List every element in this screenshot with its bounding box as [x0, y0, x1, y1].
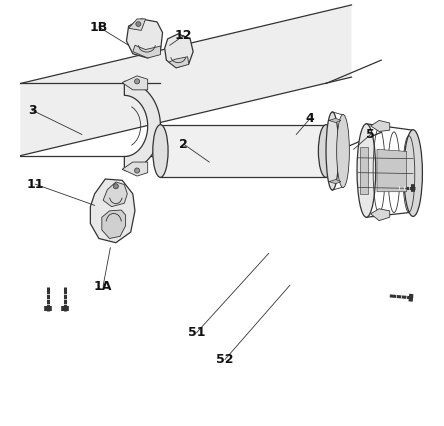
- Polygon shape: [371, 209, 390, 221]
- Text: 5: 5: [366, 128, 375, 141]
- Polygon shape: [160, 125, 326, 177]
- Polygon shape: [20, 5, 352, 155]
- Polygon shape: [103, 182, 127, 207]
- Ellipse shape: [135, 79, 139, 84]
- Polygon shape: [329, 179, 341, 184]
- Text: 1A: 1A: [94, 279, 112, 293]
- Text: 3: 3: [28, 104, 36, 117]
- Text: 4: 4: [305, 112, 314, 125]
- Polygon shape: [377, 149, 407, 192]
- Ellipse shape: [113, 184, 119, 189]
- Ellipse shape: [136, 22, 141, 26]
- Ellipse shape: [135, 168, 139, 173]
- Ellipse shape: [357, 124, 376, 217]
- Ellipse shape: [337, 115, 349, 187]
- Polygon shape: [329, 118, 341, 123]
- Text: 51: 51: [188, 326, 205, 339]
- Polygon shape: [124, 81, 160, 170]
- Polygon shape: [169, 57, 189, 68]
- Text: 2: 2: [179, 138, 188, 151]
- Polygon shape: [91, 179, 135, 243]
- Text: 11: 11: [27, 178, 44, 190]
- Polygon shape: [371, 121, 390, 132]
- Text: 12: 12: [175, 29, 193, 42]
- Polygon shape: [133, 45, 160, 58]
- Ellipse shape: [153, 125, 168, 177]
- Polygon shape: [122, 162, 148, 176]
- Polygon shape: [360, 147, 369, 194]
- Ellipse shape: [326, 112, 339, 190]
- Polygon shape: [102, 210, 126, 239]
- Text: 1B: 1B: [90, 20, 108, 34]
- Polygon shape: [165, 34, 193, 68]
- Polygon shape: [129, 19, 146, 30]
- Polygon shape: [127, 19, 163, 58]
- Ellipse shape: [404, 130, 422, 216]
- Text: 52: 52: [216, 353, 234, 366]
- Ellipse shape: [318, 125, 334, 177]
- Polygon shape: [122, 76, 148, 90]
